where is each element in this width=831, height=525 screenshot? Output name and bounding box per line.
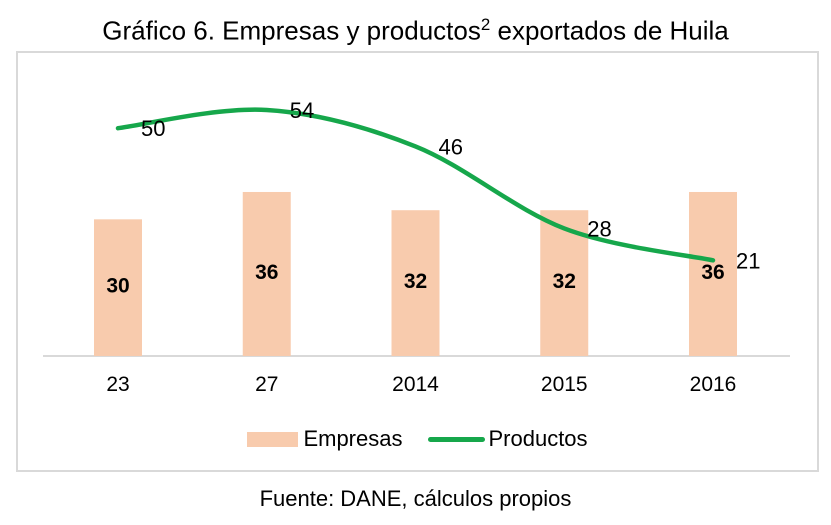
bar-value-label: 36: [255, 261, 278, 284]
bar-value-label: 32: [404, 270, 427, 293]
bar-27: [242, 191, 291, 356]
line-value-label: 28: [587, 216, 611, 241]
chart-canvas: 30 36 32 32 36 50 54 46 28 21 23 27 2014 2015 2016: [43, 98, 790, 396]
bar-value-label: 32: [553, 270, 576, 293]
productos-line: [115, 107, 716, 263]
line-value-label: 46: [439, 134, 463, 159]
bar-value-label: 36: [701, 261, 724, 284]
chart-title-superscript: 2: [480, 15, 491, 34]
line-value-label: 50: [141, 116, 165, 141]
chart-title: Gráfico 6. Empresas y productos2 exporta…: [0, 10, 831, 46]
legend-label-productos: Productos: [488, 426, 588, 451]
x-axis-label-27: 27: [255, 373, 278, 396]
legend-label-empresas: Empresas: [303, 426, 403, 451]
chart-title-suffix: exportados de Huila: [490, 15, 729, 46]
bar-2016: [689, 191, 737, 356]
source-note: Fuente: DANE, cálculos propios: [259, 486, 572, 511]
legend-item-empresas: Empresas: [247, 426, 402, 452]
plot-area: 30 36 32 32 36 50 54 46 28 21 23 27 2014 2015 2016 Emp…: [16, 51, 819, 472]
line-value-label: 54: [290, 98, 314, 123]
legend: Empresas Productos: [18, 426, 817, 452]
legend-bar-swatch-icon: [247, 431, 299, 447]
legend-item-productos: Productos: [428, 426, 588, 452]
x-axis-label-2015: 2015: [541, 373, 588, 396]
legend-line-swatch-icon: [428, 436, 486, 442]
x-axis-label-23: 23: [106, 373, 129, 396]
bar-23: [94, 219, 142, 356]
x-axis-label-2016: 2016: [690, 373, 737, 396]
x-axis-label-2014: 2014: [392, 373, 439, 396]
chart-title-prefix: Gráfico 6. Empresas y productos: [102, 15, 481, 46]
bar-value-label: 30: [106, 275, 129, 298]
bar-2014: [391, 210, 440, 356]
line-value-label: 21: [736, 248, 760, 273]
